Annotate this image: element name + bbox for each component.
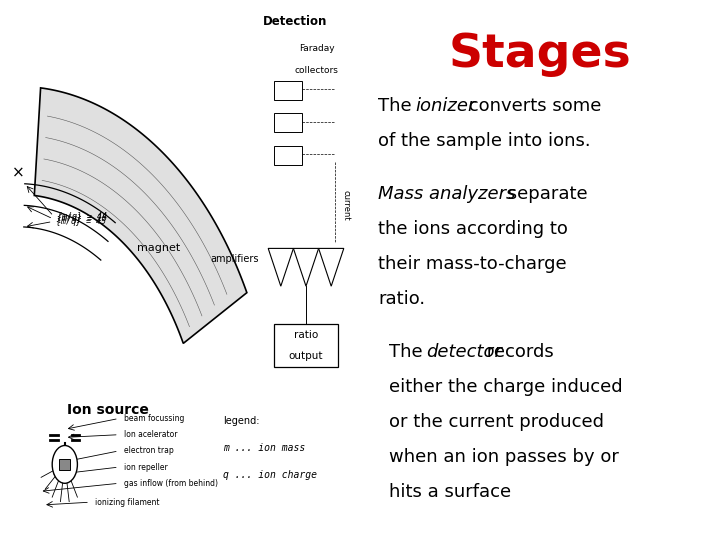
Text: ionizer: ionizer: [416, 97, 476, 115]
Text: Detection: Detection: [263, 15, 328, 28]
Text: The: The: [378, 97, 418, 115]
Text: collectors: collectors: [295, 66, 338, 75]
Text: output: output: [289, 352, 323, 361]
Text: ratio: ratio: [294, 330, 318, 340]
Text: current: current: [341, 190, 350, 220]
Text: {m/q} = 45: {m/q} = 45: [56, 217, 106, 226]
Bar: [274, 146, 302, 165]
Polygon shape: [35, 88, 247, 343]
Text: Mass analyzers: Mass analyzers: [378, 185, 516, 203]
Text: electron trap: electron trap: [125, 447, 174, 455]
Polygon shape: [268, 248, 294, 286]
Text: q ... ion charge: q ... ion charge: [223, 470, 318, 480]
Text: Stages: Stages: [449, 32, 631, 77]
Bar: [59, 459, 71, 470]
Text: legend:: legend:: [223, 416, 260, 426]
Circle shape: [52, 446, 78, 483]
Text: gas inflow (from behind): gas inflow (from behind): [125, 479, 218, 488]
Text: beam focussing: beam focussing: [125, 414, 184, 423]
Text: separate: separate: [503, 185, 588, 203]
Text: ionizing filament: ionizing filament: [95, 498, 160, 507]
Text: ratio.: ratio.: [378, 291, 425, 308]
Text: Ion source: Ion source: [67, 403, 149, 417]
Text: their mass-to-charge: their mass-to-charge: [378, 255, 567, 273]
Text: the ions according to: the ions according to: [378, 220, 568, 238]
Polygon shape: [294, 248, 319, 286]
Text: converts some: converts some: [463, 97, 601, 115]
Bar: [274, 81, 302, 100]
Text: Faraday: Faraday: [299, 44, 335, 53]
Text: hits a surface: hits a surface: [389, 483, 511, 501]
Bar: [274, 113, 302, 132]
Text: or the current produced: or the current produced: [389, 413, 604, 431]
Text: {m/q} = 15: {m/q} = 15: [57, 214, 107, 224]
Text: ×: ×: [12, 165, 24, 180]
Text: {m/q} = 44: {m/q} = 44: [57, 212, 107, 221]
Text: detector: detector: [426, 343, 503, 361]
Text: ion repeller: ion repeller: [125, 463, 168, 471]
Text: amplifiers: amplifiers: [211, 254, 259, 264]
Polygon shape: [319, 248, 344, 286]
Text: Ion acelerator: Ion acelerator: [125, 430, 178, 439]
Text: The: The: [389, 343, 428, 361]
Text: records: records: [481, 343, 554, 361]
Text: when an ion passes by or: when an ion passes by or: [389, 448, 618, 466]
Text: magnet: magnet: [137, 244, 180, 253]
FancyBboxPatch shape: [274, 324, 338, 367]
Text: m ... ion mass: m ... ion mass: [223, 443, 305, 453]
Text: of the sample into ions.: of the sample into ions.: [378, 132, 590, 150]
Text: either the charge induced: either the charge induced: [389, 378, 622, 396]
